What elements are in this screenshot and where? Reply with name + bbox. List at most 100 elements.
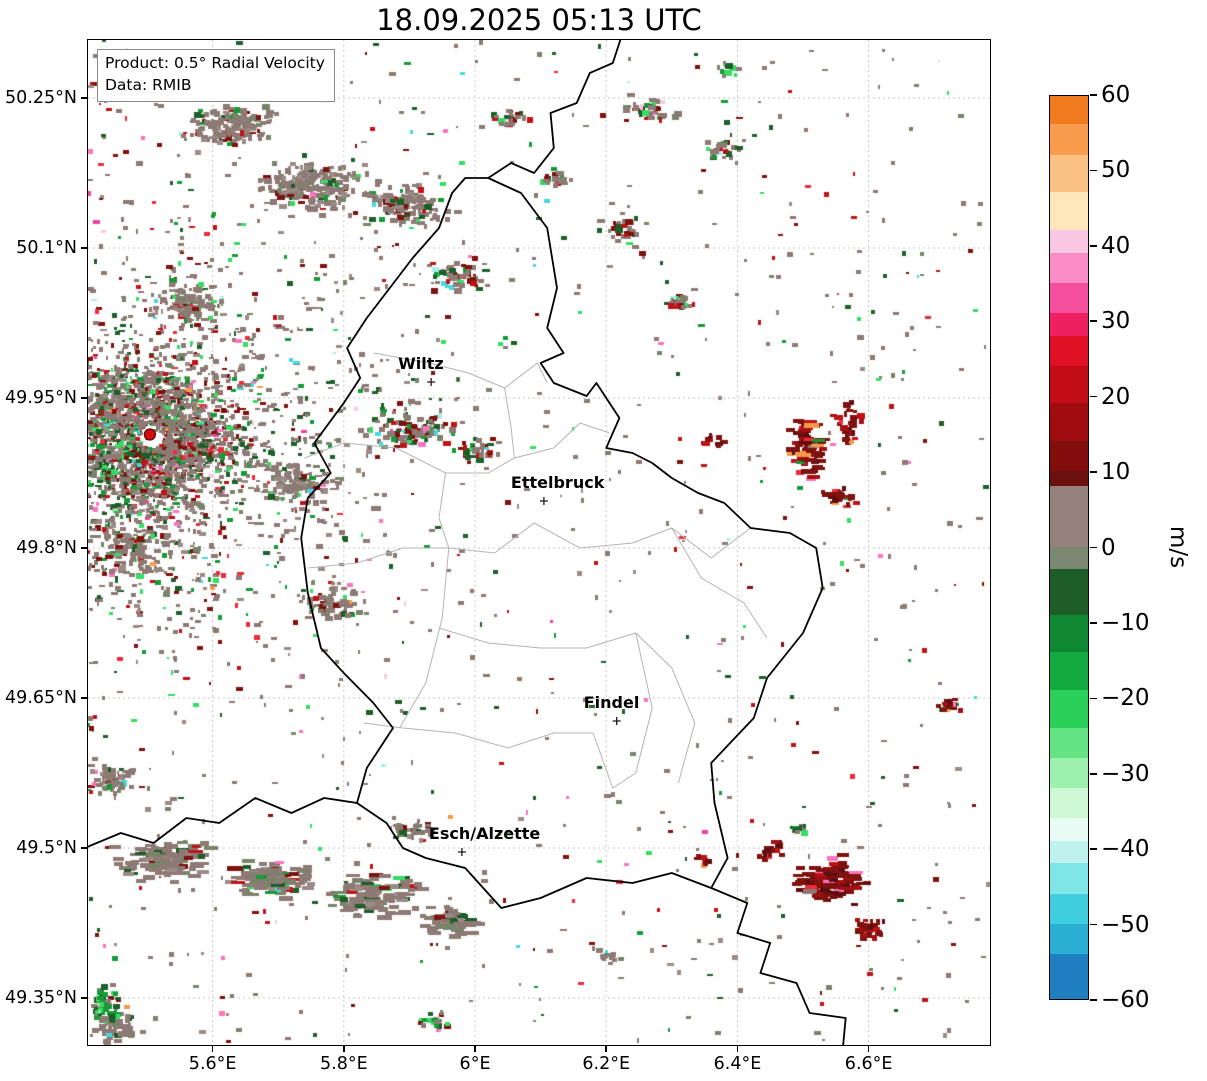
- y-axis-tick-label: 49.95°N: [5, 388, 77, 408]
- colorbar-band: [1050, 403, 1088, 442]
- colorbar-unit-label: m/s: [1165, 525, 1191, 569]
- country-border: [88, 797, 358, 848]
- colorbar-band: [1050, 689, 1088, 729]
- y-axis-tick-label: 50.1°N: [16, 238, 77, 258]
- district-border: [671, 527, 768, 639]
- colorbar-band: [1050, 312, 1088, 337]
- colorbar-tick-label: 10: [1101, 459, 1131, 486]
- y-axis-tick: [81, 397, 87, 399]
- colorbar: [1049, 95, 1089, 1000]
- city-marker: [427, 378, 436, 386]
- x-axis-tick: [867, 1046, 870, 1052]
- colorbar-tick: [1090, 622, 1097, 624]
- city-marker: [612, 717, 621, 725]
- colorbar-band: [1050, 727, 1088, 759]
- colorbar-gradient: [1050, 96, 1088, 999]
- colorbar-tick-label: −30: [1101, 760, 1150, 787]
- data-source-label: Data: RMIB: [105, 75, 192, 94]
- colorbar-band: [1050, 96, 1088, 126]
- colorbar-band: [1050, 124, 1088, 156]
- colorbar-tick: [1090, 697, 1097, 700]
- colorbar-tick: [1090, 320, 1097, 323]
- country-border: [487, 40, 622, 179]
- colorbar-tick: [1090, 471, 1097, 473]
- city-label: Ettelbruck: [510, 473, 605, 492]
- x-axis-tick-label: 6.6°E: [844, 1054, 893, 1074]
- y-axis-tick-label: 50.25°N: [5, 88, 77, 108]
- radar-echoes-canvas: [88, 40, 990, 1045]
- product-info-box: Product: 0.5° Radial Velocity Data: RMIB: [97, 49, 335, 103]
- district-border: [438, 472, 450, 549]
- colorbar-band: [1050, 569, 1088, 616]
- colorbar-tick: [1090, 848, 1097, 850]
- y-axis-tick: [81, 847, 87, 849]
- city-marker: [457, 848, 466, 856]
- city-label: Esch/Alzette: [428, 824, 541, 843]
- district-border: [307, 522, 751, 569]
- colorbar-tick: [1090, 395, 1097, 398]
- colorbar-band: [1050, 652, 1088, 691]
- colorbar-band: [1050, 818, 1088, 842]
- district-border: [671, 667, 696, 784]
- colorbar-band: [1050, 788, 1088, 819]
- colorbar-band: [1050, 252, 1088, 284]
- y-axis-tick: [81, 97, 87, 99]
- colorbar-tick-label: −60: [1101, 987, 1150, 1013]
- colorbar-tick: [1090, 923, 1097, 926]
- colorbar-tick-label: −10: [1101, 609, 1150, 636]
- x-axis-tick-label: 6.4°E: [713, 1054, 762, 1074]
- colorbar-band: [1050, 335, 1088, 367]
- colorbar-band: [1050, 486, 1088, 548]
- x-axis-tick-label: 5.8°E: [320, 1054, 368, 1074]
- x-axis-tick: [343, 1046, 345, 1052]
- colorbar-band: [1050, 893, 1088, 925]
- colorbar-band: [1050, 923, 1088, 955]
- x-axis-tick: [211, 1046, 214, 1052]
- colorbar-band: [1050, 840, 1088, 865]
- colorbar-band: [1050, 282, 1088, 314]
- y-axis-tick: [81, 247, 87, 249]
- district-border: [635, 632, 653, 774]
- colorbar-band: [1050, 154, 1088, 194]
- radar-site-marker: [143, 428, 157, 441]
- x-axis-tick-label: 6°E: [459, 1054, 491, 1074]
- district-border: [504, 387, 515, 459]
- city-label: Findel: [583, 693, 640, 712]
- colorbar-band: [1050, 229, 1088, 254]
- colorbar-tick-label: 50: [1101, 157, 1131, 184]
- colorbar-tick-label: −20: [1101, 685, 1150, 712]
- y-axis-tick-label: 49.5°N: [16, 838, 77, 858]
- y-axis-tick-label: 49.8°N: [16, 538, 77, 558]
- colorbar-tick: [1090, 546, 1097, 549]
- colorbar-band: [1050, 471, 1088, 488]
- colorbar-band: [1050, 192, 1088, 231]
- x-axis-tick-label: 6.2°E: [582, 1054, 631, 1074]
- city-label: Wiltz: [398, 354, 444, 373]
- y-axis-tick-label: 49.65°N: [5, 688, 77, 708]
- y-axis-tick: [81, 697, 87, 699]
- colorbar-tick-label: 40: [1101, 232, 1131, 259]
- x-axis-tick: [474, 1046, 476, 1052]
- district-border: [553, 422, 610, 449]
- luxembourg-border: [300, 177, 824, 909]
- colorbar-band: [1050, 546, 1088, 571]
- colorbar-tick-label: −40: [1101, 836, 1150, 863]
- colorbar-band: [1050, 863, 1088, 895]
- figure-title: 18.09.2025 05:13 UTC: [376, 3, 702, 37]
- colorbar-band: [1050, 365, 1088, 405]
- x-axis-tick: [605, 1046, 608, 1052]
- city-marker: [539, 497, 548, 505]
- colorbar-band: [1050, 614, 1088, 654]
- colorbar-tick: [1090, 94, 1097, 96]
- x-axis-tick: [736, 1046, 739, 1052]
- colorbar-tick-label: 30: [1101, 308, 1131, 335]
- product-label: Product: 0.5° Radial Velocity: [105, 54, 325, 72]
- colorbar-tick: [1090, 999, 1097, 1001]
- map-borders-layer: [88, 40, 847, 1045]
- y-axis-tick: [81, 997, 87, 999]
- colorbar-band: [1050, 953, 1088, 999]
- district-border: [399, 547, 450, 729]
- colorbar-tick: [1090, 169, 1097, 172]
- colorbar-tick-label: 60: [1101, 82, 1131, 108]
